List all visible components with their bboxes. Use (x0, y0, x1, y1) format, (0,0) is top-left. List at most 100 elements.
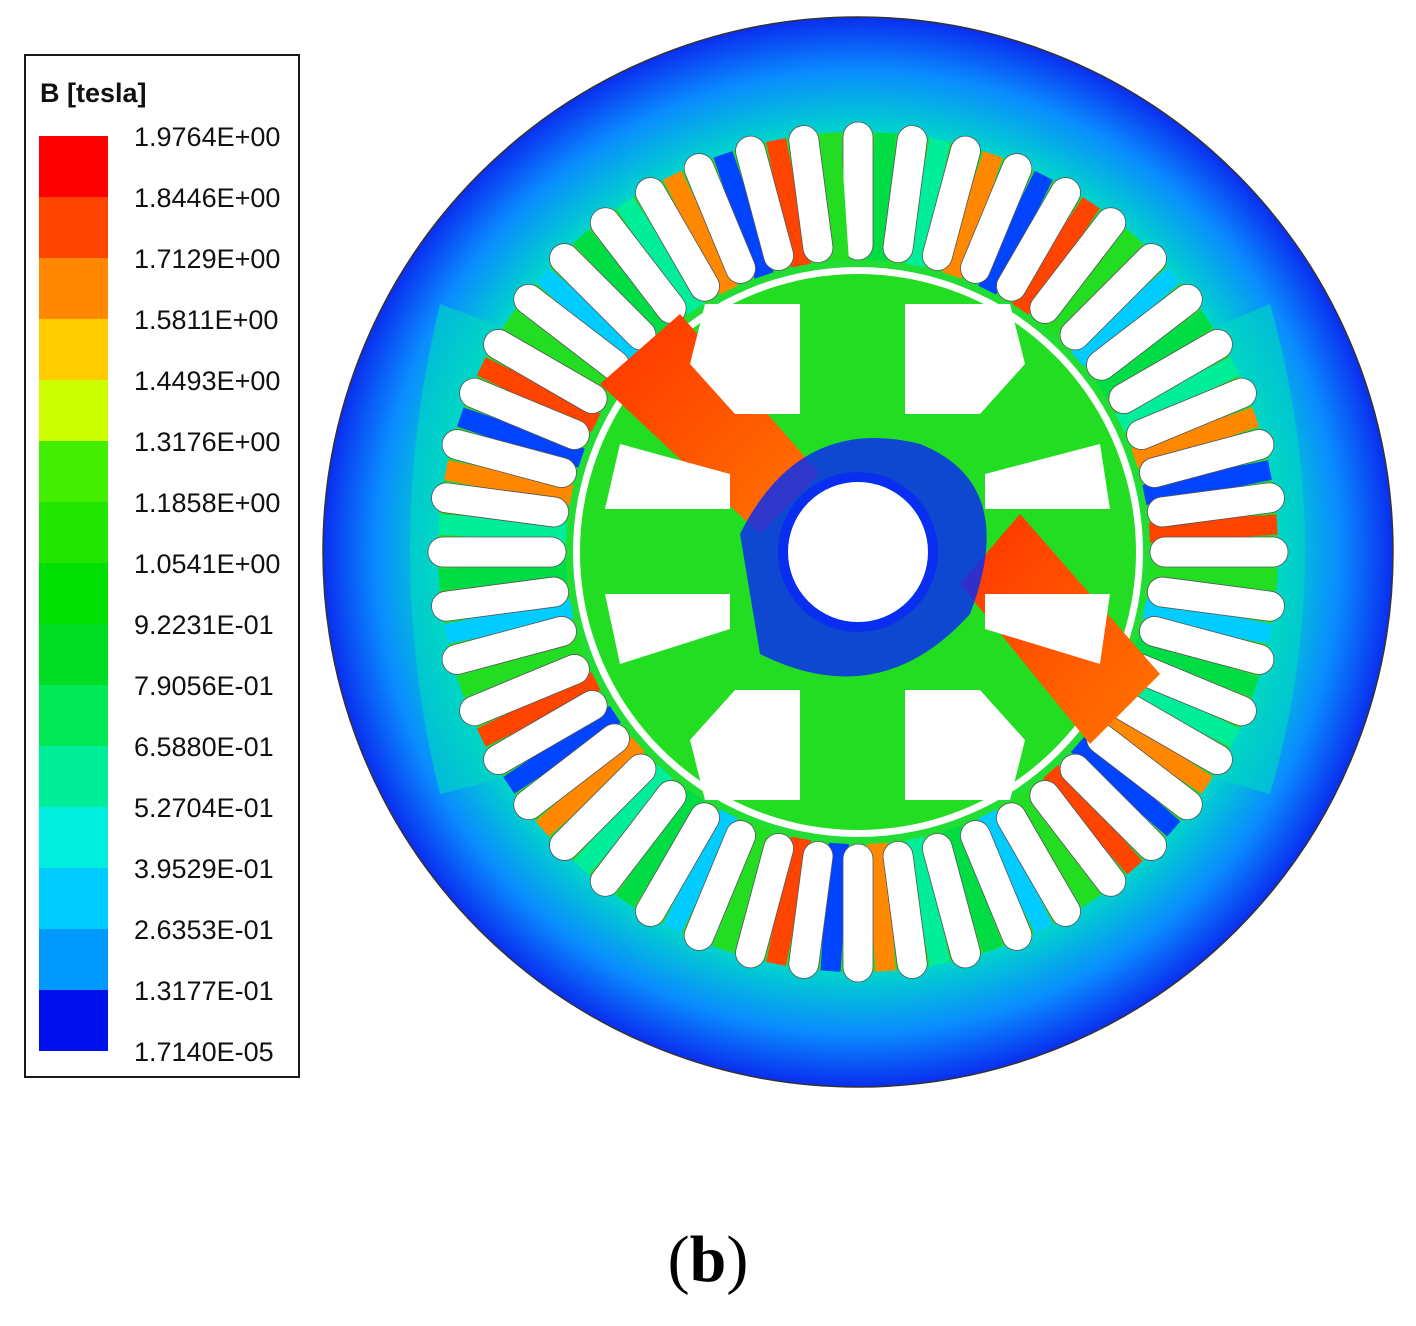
color-legend: B [tesla] 1.9764E+00 1.8446E+00 1.7129E+00… (24, 54, 300, 1078)
slot-opening (1139, 616, 1275, 675)
stator-slot (441, 407, 585, 488)
stator-slot (573, 764, 687, 897)
slot-opening (441, 429, 577, 488)
slot-opening (635, 802, 720, 927)
slot-opening (513, 723, 630, 821)
legend-tick-label: 1.8446E+00 (134, 183, 281, 213)
stator-tooth (476, 672, 601, 747)
slot-opening (431, 482, 570, 528)
stator-slots (427, 121, 1289, 983)
legend-swatch (39, 807, 108, 868)
legend-swatch (39, 319, 108, 380)
stator-tooth (1142, 460, 1272, 505)
stator-tooth (766, 138, 811, 268)
legend-swatch (39, 502, 108, 563)
stator-slot (942, 820, 1033, 953)
slot-opening (635, 177, 720, 302)
stator-tooth (942, 151, 1003, 279)
stator-slot (635, 170, 738, 302)
slot-opening (735, 833, 794, 969)
shaft-bore (778, 472, 938, 632)
slot-opening (1126, 377, 1257, 450)
stator-tooth (444, 599, 574, 644)
stator-tooth (713, 825, 774, 953)
stator-tooth (503, 705, 621, 794)
legend-tick-label: 6.5880E-01 (134, 732, 274, 762)
legend-swatch (39, 929, 108, 990)
stator-tooth (1043, 229, 1143, 340)
stator-slot (867, 840, 928, 979)
slot-opening (589, 780, 687, 897)
stator-tooth (457, 636, 585, 697)
slot-opening (1029, 780, 1127, 897)
stator-slot (842, 121, 896, 262)
stator-slot (978, 802, 1081, 934)
legend-swatch (39, 685, 108, 746)
stator-tooth (1095, 705, 1213, 794)
stator-slot (1029, 207, 1143, 340)
stator-slot (882, 125, 950, 268)
stator-tooth (444, 460, 574, 505)
slot-opening (483, 329, 608, 414)
stator-tooth (1070, 737, 1181, 837)
slot-opening (1029, 207, 1127, 324)
legend-swatch (39, 990, 108, 1051)
slot-opening (549, 753, 657, 861)
legend-swatch (39, 380, 108, 441)
slot-opening (735, 135, 794, 271)
stator-slot (1011, 780, 1127, 907)
rotor-outline (576, 270, 1140, 834)
stator-slot (1043, 753, 1167, 875)
legend-tick-label: 1.3177E-01 (134, 976, 274, 1006)
legend-tick-label: 1.1858E+00 (134, 488, 281, 518)
slot-opening (922, 135, 981, 271)
stator-slot (457, 636, 590, 727)
stator-slot (1139, 429, 1275, 505)
stator-slot (549, 229, 673, 351)
stator-tooth (905, 836, 950, 966)
stator-tooth (573, 229, 673, 340)
legend-tick-label: 2.6353E-01 (134, 915, 274, 945)
slot-opening (1146, 482, 1285, 528)
stator-tooth (503, 310, 621, 399)
slot-opening (1149, 536, 1289, 568)
slot-opening (922, 833, 981, 969)
legend-tick-label: 5.2704E-01 (134, 793, 274, 823)
legend-tick-label: 1.9764E+00 (134, 122, 281, 152)
stator-tooth (663, 809, 738, 934)
legend-swatch (39, 624, 108, 685)
legend-swatch (39, 746, 108, 807)
slot-opening (842, 843, 874, 983)
stator-slot (535, 737, 657, 861)
slot-opening (459, 377, 590, 450)
legend-swatch (39, 441, 108, 502)
stator-slot (1146, 482, 1285, 543)
slot-opening (459, 654, 590, 727)
stator-slot (713, 825, 794, 969)
legend-swatch (39, 136, 108, 197)
motor-flux-density-plot (322, 16, 1394, 1088)
stator-tooth (1011, 197, 1100, 315)
stator-tooth (942, 825, 1003, 953)
stator-slot (427, 514, 568, 568)
stator-slot (616, 789, 720, 927)
slot-opening (1086, 283, 1203, 381)
stator-tooth (1131, 636, 1259, 697)
slot-opening (788, 125, 834, 264)
legend-swatch (39, 563, 108, 624)
stator-tooth (1095, 310, 1213, 399)
figure-caption: (b) (0, 1222, 1416, 1298)
legend-swatch (39, 258, 108, 319)
caption-open: ( (667, 1223, 690, 1296)
slot-opening (882, 125, 928, 264)
stator-slot (788, 125, 849, 264)
legend-tick-label: 1.3176E+00 (134, 427, 281, 457)
stator-tooth (616, 197, 705, 315)
stator-slot (905, 833, 981, 969)
stator-tooth (476, 357, 601, 432)
slot-opening (683, 820, 756, 951)
legend-title: B [tesla] (40, 78, 147, 108)
legend-swatch (39, 197, 108, 258)
slot-opening (483, 690, 608, 775)
slot-opening (882, 840, 928, 979)
